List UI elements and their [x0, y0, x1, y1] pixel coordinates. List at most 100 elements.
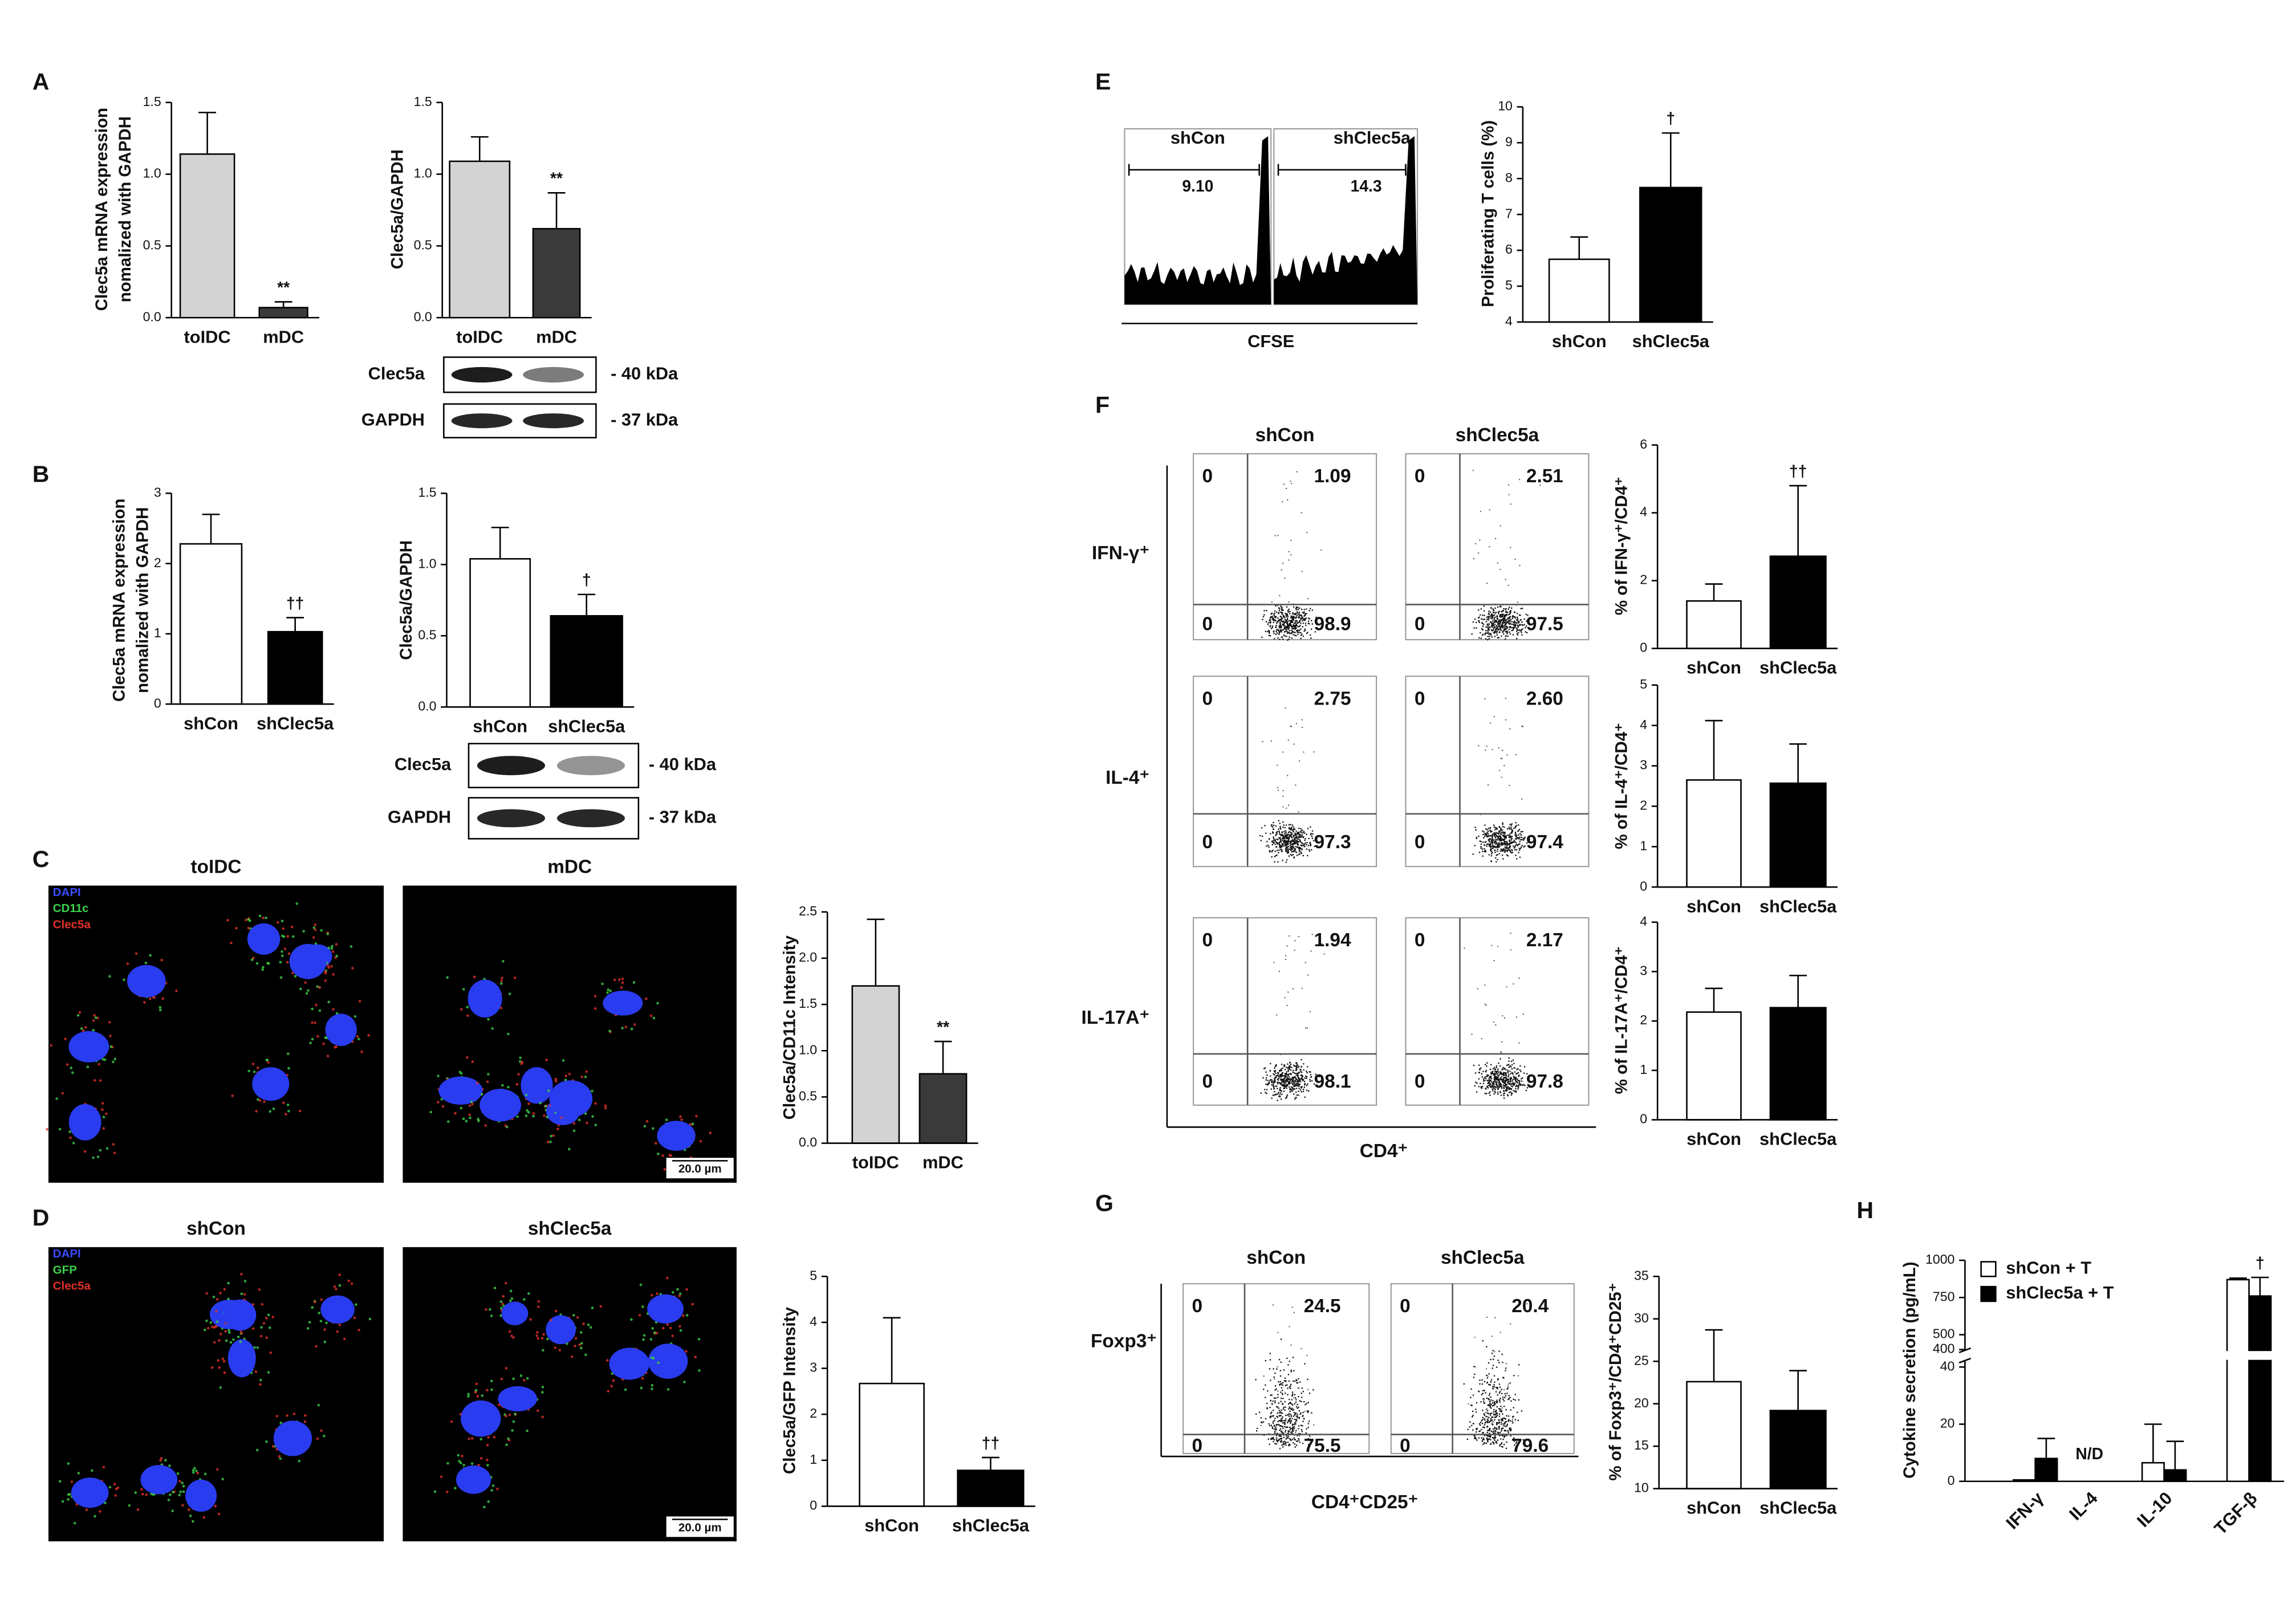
stain-dot: [299, 987, 302, 991]
event-dot: [1297, 846, 1299, 848]
event-dot: [1273, 1304, 1274, 1306]
event-dot: [1290, 1420, 1293, 1422]
event-dot: [1499, 629, 1501, 630]
stain-dot: [254, 1370, 258, 1373]
event-dot: [1497, 1394, 1498, 1396]
event-dot: [1501, 854, 1503, 856]
event-dot: [1516, 612, 1518, 614]
event-dot: [1485, 1076, 1486, 1078]
event-dot: [1281, 1409, 1282, 1411]
event-dot: [1495, 1414, 1497, 1416]
event-dot: [1284, 625, 1286, 626]
stain-dot: [652, 1016, 656, 1020]
stain-dot: [470, 1437, 474, 1440]
event-dot: [1281, 613, 1283, 615]
event-dot: [1505, 1079, 1507, 1081]
stain-dot: [535, 1334, 538, 1337]
event-dot: [1290, 828, 1292, 829]
stain-dot: [267, 1061, 270, 1064]
event-dot: [1282, 1422, 1284, 1424]
event-dot: [1289, 841, 1291, 842]
nucleus: [127, 964, 166, 998]
event-dot: [1493, 622, 1495, 624]
stain-dot: [501, 1302, 504, 1305]
event-dot: [1288, 1431, 1290, 1432]
stain-dot: [699, 1139, 702, 1143]
event-dot: [1278, 849, 1280, 851]
stain-dot: [338, 1273, 341, 1276]
stain-dot: [216, 1468, 219, 1471]
stain-dot: [164, 1459, 167, 1462]
event-dot: [1277, 637, 1279, 639]
event-dot: [1479, 539, 1481, 541]
stain-dot: [172, 1491, 174, 1494]
stain-dot: [272, 1107, 275, 1110]
event-dot: [1293, 1412, 1295, 1414]
event-dot: [1302, 1078, 1305, 1081]
event-dot: [1306, 833, 1307, 836]
event-dot: [1507, 847, 1509, 849]
stain-dot: [501, 976, 503, 980]
event-dot: [1504, 1082, 1506, 1084]
stain-dot: [271, 1316, 275, 1318]
event-dot: [1285, 626, 1286, 628]
event-dot: [1494, 1076, 1496, 1077]
event-dot: [1484, 1077, 1485, 1079]
event-dot: [1292, 616, 1294, 617]
stain-dot: [275, 1415, 279, 1418]
event-dot: [1497, 1086, 1499, 1088]
event-dot: [1291, 1082, 1293, 1084]
event-dot: [1274, 638, 1275, 640]
event-dot: [1481, 1038, 1482, 1040]
event-dot: [1291, 632, 1293, 634]
event-dot: [1287, 739, 1289, 741]
event-dot: [1491, 618, 1493, 620]
event-dot: [1297, 841, 1298, 843]
event-dot: [1280, 1338, 1282, 1340]
event-dot: [1284, 1377, 1286, 1379]
event-dot: [1503, 616, 1506, 618]
stain-dot: [324, 979, 327, 982]
event-dot: [1506, 841, 1508, 842]
event-dot: [1287, 1079, 1289, 1081]
blot-size: - 40 kDa: [611, 364, 678, 384]
event-dot: [1274, 1443, 1276, 1444]
event-dot: [1297, 622, 1298, 624]
event-dot: [1510, 824, 1512, 826]
quadrant-value: 0: [1202, 930, 1213, 951]
event-dot: [1517, 1419, 1519, 1421]
event-dot: [1513, 1440, 1515, 1442]
event-dot: [1472, 853, 1474, 855]
event-dot: [1281, 1430, 1282, 1432]
event-dot: [1472, 1423, 1474, 1424]
event-dot: [1506, 1415, 1507, 1416]
event-dot: [1510, 1430, 1511, 1432]
event-dot: [1484, 1418, 1485, 1420]
event-dot: [1510, 1092, 1513, 1094]
event-dot: [1490, 1064, 1492, 1065]
event-dot: [1285, 835, 1287, 837]
event-dot: [1279, 1383, 1281, 1385]
event-dot: [1511, 1072, 1513, 1073]
event-dot: [1488, 828, 1489, 829]
event-dot: [1500, 832, 1502, 833]
event-dot: [1490, 1381, 1492, 1383]
event-dot: [1294, 628, 1295, 630]
event-dot: [1493, 611, 1494, 613]
event-dot: [1297, 1064, 1298, 1066]
event-dot: [1501, 610, 1503, 613]
event-dot: [1496, 1442, 1498, 1444]
stain-dot: [70, 1067, 73, 1069]
event-dot: [1281, 626, 1282, 628]
quadrant-value: 97.8: [1526, 1071, 1563, 1092]
blot-size: - 40 kDa: [649, 754, 717, 774]
event-dot: [1305, 842, 1306, 844]
event-dot: [1485, 632, 1487, 634]
event-dot: [1301, 1059, 1302, 1061]
event-dot: [1510, 1323, 1511, 1325]
event-dot: [1290, 835, 1292, 837]
event-dot: [1480, 846, 1482, 848]
event-dot: [1493, 1067, 1496, 1069]
event-dot: [1505, 1426, 1507, 1427]
stain-dot: [516, 1115, 519, 1118]
